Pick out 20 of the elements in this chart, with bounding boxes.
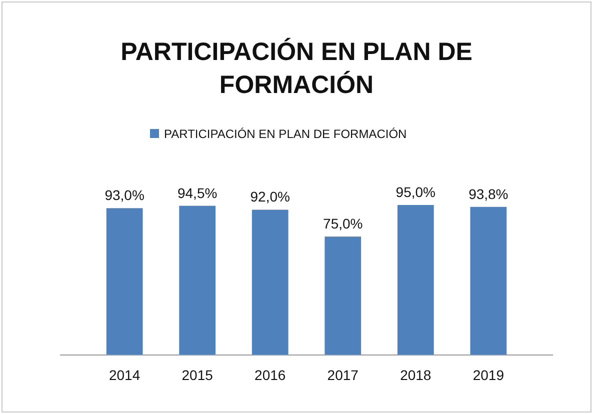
data-label: 93,0% [104, 187, 144, 204]
bar [324, 236, 362, 355]
bar [106, 208, 143, 355]
x-tick-label: 2019 [472, 367, 504, 383]
x-tick-label: 2018 [400, 367, 432, 383]
legend-label: PARTICIPACIÓN EN PLAN DE FORMACIÓN [164, 127, 407, 141]
data-label: 95,0% [396, 184, 436, 200]
x-tick-label: 2014 [109, 367, 140, 383]
data-label: 92,0% [250, 188, 290, 205]
bar [397, 205, 434, 355]
bar [179, 206, 216, 355]
data-label: 94,5% [177, 184, 218, 201]
chart-title: PARTICIPACIÓN EN PLAN DE FORMACIÓN [120, 37, 472, 99]
x-tick-label: 2015 [182, 367, 214, 383]
bar [252, 210, 288, 355]
data-label: 75,0% [323, 216, 363, 232]
x-tick-label: 2017 [327, 367, 359, 383]
bar [470, 206, 507, 355]
data-label: 93,8% [468, 186, 508, 202]
x-tick-label: 2016 [254, 367, 286, 383]
